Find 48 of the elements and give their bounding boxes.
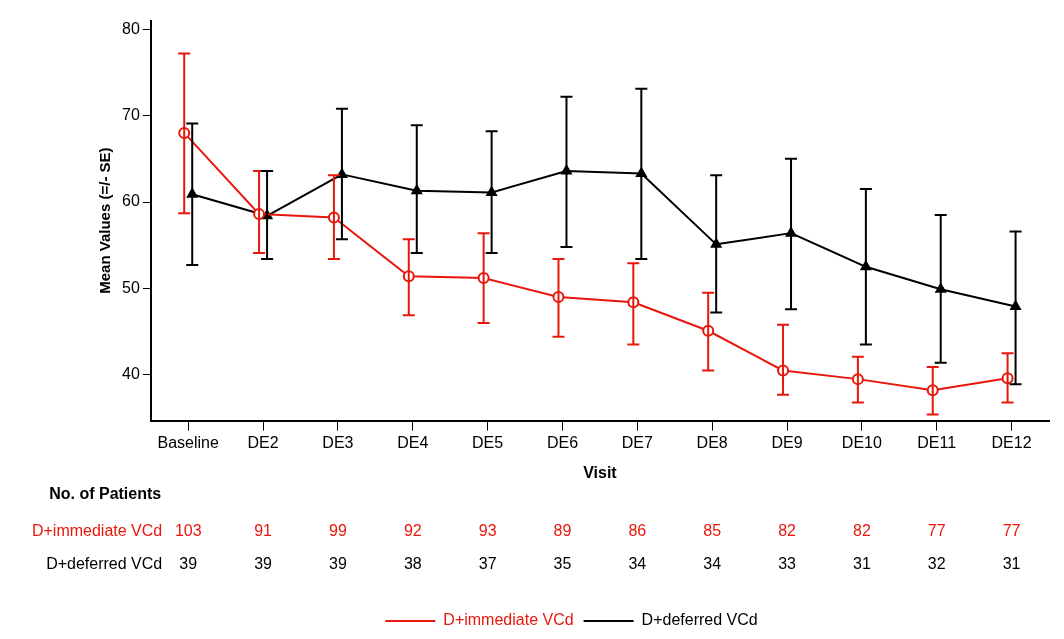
x-tick-label: DE7: [621, 433, 653, 451]
text: 39: [254, 555, 273, 573]
y-tick-label: 60: [122, 192, 140, 210]
text: 39: [329, 555, 347, 573]
x-tick-label: DE4: [397, 433, 429, 451]
x-tick-label: DE5: [472, 433, 504, 451]
text: 82: [778, 522, 797, 540]
text: 77: [1002, 522, 1021, 540]
x-tick-label: DE9: [771, 433, 803, 451]
text: 37: [478, 555, 497, 573]
y-tick-label: 50: [122, 278, 140, 296]
text: 77: [927, 522, 946, 540]
x-tick-label: DE2: [247, 433, 279, 451]
x-tick-label: DE6: [546, 433, 579, 451]
text: 35: [553, 555, 572, 573]
text: 99: [329, 522, 347, 540]
y-tick-label: 70: [122, 106, 140, 124]
text: 82: [852, 522, 871, 540]
text: 32: [927, 555, 946, 573]
x-axis-title: Visit: [583, 463, 618, 481]
y-axis-title: Mean Values (=/- SE): [96, 147, 114, 294]
text: 34: [628, 555, 647, 573]
text: 31: [1002, 555, 1021, 573]
x-tick-label: DE10: [841, 433, 882, 451]
text: 93: [478, 522, 497, 540]
text: 34: [703, 555, 722, 573]
legend-label: D+deferred VCd: [641, 611, 758, 629]
text: 31: [852, 555, 871, 573]
text: 91: [254, 522, 273, 540]
text: No. of Patients: [49, 485, 162, 503]
y-tick-label: 80: [122, 19, 140, 37]
text: 86: [628, 522, 647, 540]
text: 33: [778, 555, 797, 573]
text: D+immediate VCd: [31, 522, 163, 540]
text: 89: [553, 522, 572, 540]
legend-label: D+immediate VCd: [443, 611, 574, 629]
text: 39: [179, 555, 198, 573]
text: 38: [403, 555, 422, 573]
x-tick-label: DE3: [322, 433, 354, 451]
x-tick-label: DE12: [991, 433, 1032, 451]
x-tick-label: Baseline: [157, 433, 220, 451]
text: D+deferred VCd: [46, 555, 163, 573]
x-tick-label: DE11: [917, 433, 957, 451]
text: 92: [403, 522, 422, 540]
x-tick-label: DE8: [696, 433, 728, 451]
text: 103: [174, 522, 202, 540]
text: 85: [703, 522, 722, 540]
y-tick-label: 40: [122, 365, 140, 383]
